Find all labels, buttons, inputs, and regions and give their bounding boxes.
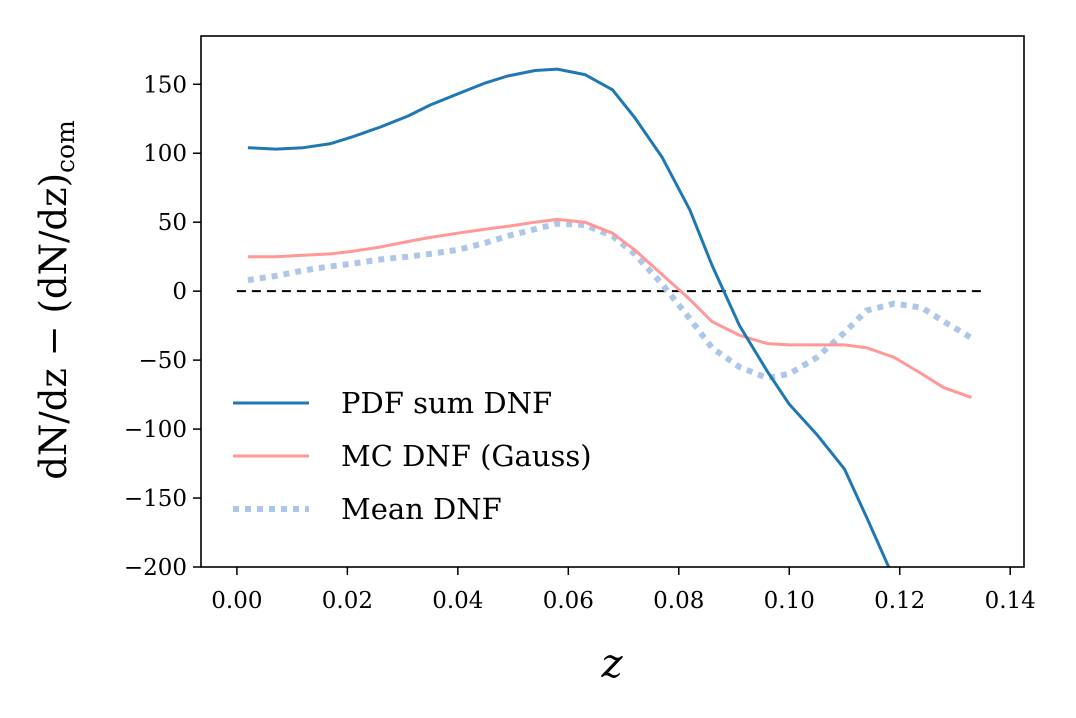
series-line-mean-dnf [247,220,974,381]
x-tick-label: 0.06 [543,588,594,614]
y-tick-label: 50 [158,210,187,236]
legend-label: PDF sum DNF [341,386,552,420]
y-tick-label: −100 [124,417,187,443]
series-line-pdf-sum-dnf [247,67,891,567]
legend-label: Mean DNF [341,492,502,526]
y-tick-label: −200 [124,555,187,581]
y-tick-label: 100 [143,141,187,167]
y-axis: 150 100 50 0 −50 −100 −150 −200 [124,72,201,581]
x-tick-label: 0.10 [764,588,815,614]
x-tick-label: 0.04 [432,588,483,614]
series-layer [247,67,974,567]
legend: PDF sum DNF MC DNF (Gauss) Mean DNF [233,386,592,526]
x-tick-label: 0.14 [985,588,1036,614]
x-axis: 0.00 0.02 0.04 0.06 0.08 0.10 0.12 0.14 [211,567,1036,614]
y-tick-label: 150 [143,72,187,98]
y-axis-title: dN/dz − (dN/dz)com [32,120,80,480]
x-tick-label: 0.12 [874,588,925,614]
legend-label: MC DNF (Gauss) [341,439,592,473]
series-line-mc-dnf-gauss [247,217,972,399]
y-axis-title-main: dN/dz − (dN/dz) [32,173,75,480]
x-tick-label: 0.02 [322,588,373,614]
y-tick-label: −150 [124,486,187,512]
x-tick-label: 0.00 [211,588,262,614]
y-tick-label: −50 [138,348,187,374]
y-tick-label: 0 [172,279,187,305]
y-axis-title-subscript: com [51,120,80,173]
x-axis-title: z [600,641,623,687]
plot-frame [200,35,1025,568]
x-tick-label: 0.08 [653,588,704,614]
